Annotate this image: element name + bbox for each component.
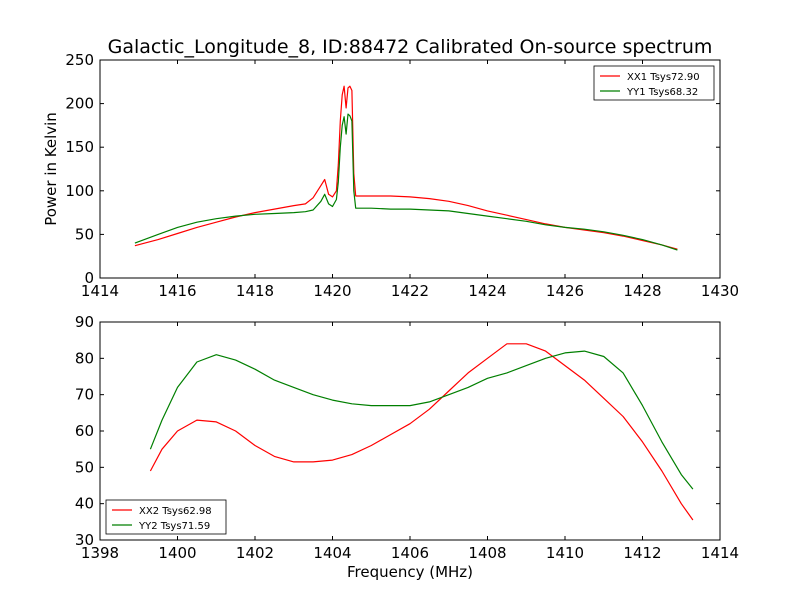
y-tick-label: 80: [75, 349, 94, 367]
figure-title: Galactic_Longitude_8, ID:88472 Calibrate…: [108, 36, 713, 58]
y-tick-label: 90: [75, 313, 94, 331]
y-tick-label: 70: [75, 386, 94, 404]
legend-label: XX1 Tsys72.90: [627, 72, 700, 83]
x-tick-label: 1416: [158, 282, 196, 300]
y-tick-label: 60: [75, 422, 94, 440]
y-tick-label: 100: [65, 182, 94, 200]
y-tick-label: 150: [65, 138, 94, 156]
legend: XX2 Tsys62.98 YY2 Tsys71.59: [105, 499, 227, 535]
x-tick-label: 1402: [236, 544, 274, 562]
legend-box: [105, 499, 227, 535]
legend-label: XX2 Tsys62.98: [139, 506, 212, 517]
legend-box: [593, 65, 715, 101]
y-axis-label: Power in Kelvin: [42, 112, 60, 226]
x-tick-label: 1412: [623, 544, 661, 562]
y-tick-label: 0: [84, 269, 94, 287]
x-tick-label: 1398: [81, 544, 119, 562]
x-tick-label: 1414: [81, 282, 119, 300]
x-axis-label: Frequency (MHz): [347, 563, 473, 581]
x-tick-label: 1418: [236, 282, 274, 300]
x-tick-label: 1406: [391, 544, 429, 562]
x-tick-label: 1430: [701, 282, 739, 300]
x-tick-label: 1408: [468, 544, 506, 562]
y-tick-label: 50: [75, 458, 94, 476]
y-tick-label: 50: [75, 225, 94, 243]
legend-label: YY1 Tsys68.32: [626, 87, 698, 98]
legend-label: YY2 Tsys71.59: [138, 521, 210, 532]
y-tick-label: 250: [65, 51, 94, 69]
y-tick-label: 40: [75, 495, 94, 513]
legend: XX1 Tsys72.90 YY1 Tsys68.32: [593, 65, 715, 101]
series-line-0-0: [134, 85, 678, 250]
x-tick-label: 1410: [546, 544, 584, 562]
x-tick-label: 1428: [623, 282, 661, 300]
x-tick-label: 1422: [391, 282, 429, 300]
x-tick-label: 1426: [546, 282, 584, 300]
x-tick-label: 1420: [313, 282, 351, 300]
x-tick-label: 1404: [313, 544, 351, 562]
y-tick-label: 30: [75, 531, 94, 549]
bottom-panel: 1398 1400 1402 1404 1406 1408 1410 1412 1414 30 40…: [75, 313, 739, 581]
series-line-1-1: [149, 350, 694, 490]
x-tick-label: 1414: [701, 544, 739, 562]
y-tick-label: 200: [65, 95, 94, 113]
x-tick-label: 1400: [158, 544, 196, 562]
series-line-0-1: [134, 113, 678, 251]
x-tick-label: 1424: [468, 282, 506, 300]
top-panel: 1414 1416 1418 1420 1422 1424 1426 1428 1430 0 50 1…: [42, 51, 739, 300]
series-line-1-0: [149, 343, 694, 521]
